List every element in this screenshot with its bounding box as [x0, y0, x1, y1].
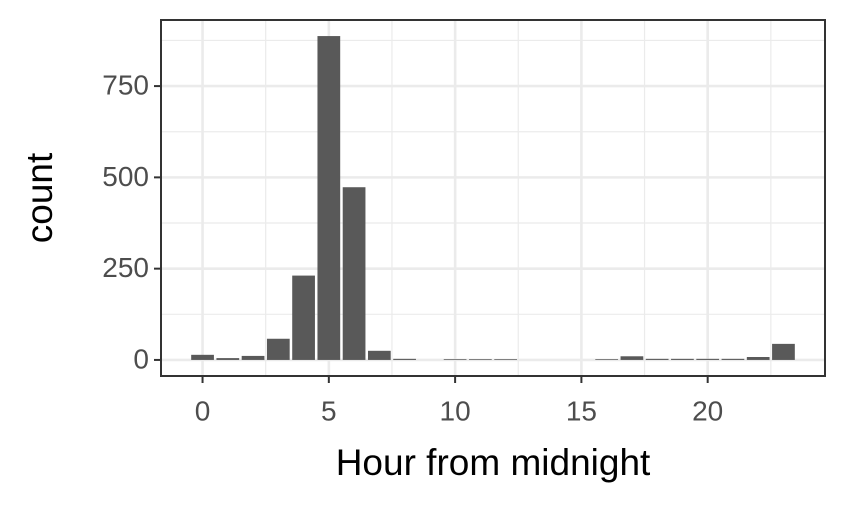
x-axis-title: Hour from midnight [336, 442, 651, 483]
y-tick-label: 250 [102, 252, 149, 283]
bar [671, 358, 694, 360]
y-axis-title: count [19, 152, 60, 243]
bar [317, 36, 341, 360]
bar [443, 359, 467, 360]
x-tick-label: 10 [440, 395, 471, 426]
y-tick-label: 500 [102, 161, 149, 192]
x-tick-label: 15 [566, 395, 597, 426]
x-tick-label: 5 [321, 395, 337, 426]
y-tick-label: 0 [133, 343, 149, 374]
bar [696, 358, 720, 360]
bar [367, 350, 391, 360]
bar [645, 358, 669, 360]
bar [721, 358, 745, 360]
panel-border [160, 19, 826, 377]
bar [595, 359, 619, 360]
bar [241, 355, 265, 360]
bar [772, 343, 795, 360]
bar [266, 338, 290, 360]
y-tick-label: 750 [102, 69, 149, 100]
bar [342, 187, 366, 360]
bar [469, 359, 492, 360]
bar [292, 275, 315, 360]
x-tick-label: 0 [195, 395, 211, 426]
bar [216, 358, 240, 360]
bar [494, 359, 517, 360]
bar [191, 354, 214, 360]
bar [393, 358, 416, 360]
bar [746, 357, 770, 360]
bar [620, 356, 644, 360]
x-tick-label: 20 [692, 395, 723, 426]
